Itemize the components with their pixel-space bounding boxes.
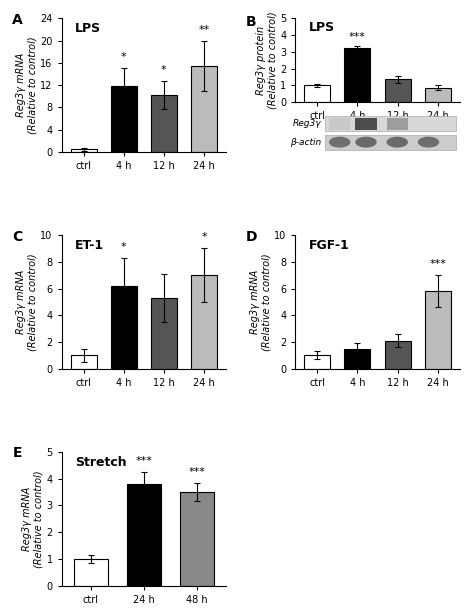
Bar [111, 286, 137, 369]
Bar [304, 356, 330, 369]
Bar [71, 149, 97, 152]
Text: C: C [12, 230, 22, 244]
Bar [384, 341, 410, 369]
Bar [384, 79, 410, 102]
Bar [356, 118, 377, 130]
Y-axis label: Reg3γ mRNA
(Relative to control): Reg3γ mRNA (Relative to control) [250, 253, 271, 351]
Text: Stretch: Stretch [75, 456, 127, 469]
Text: ***: *** [189, 467, 205, 476]
Bar [425, 88, 451, 102]
Bar [191, 275, 217, 369]
Text: ***: *** [429, 259, 446, 269]
Ellipse shape [329, 137, 350, 148]
Bar [73, 559, 108, 586]
Bar [418, 118, 439, 130]
Text: β-actin: β-actin [291, 138, 321, 147]
Text: *: * [121, 52, 127, 62]
Bar [345, 349, 371, 369]
Bar [111, 86, 137, 152]
Text: Reg3γ: Reg3γ [293, 119, 321, 128]
Bar [325, 135, 456, 149]
Text: **: ** [199, 24, 210, 35]
Text: D: D [246, 230, 257, 244]
Text: ET-1: ET-1 [75, 239, 104, 252]
Text: FGF-1: FGF-1 [309, 239, 349, 252]
Bar [325, 116, 456, 131]
Bar [127, 484, 161, 586]
Bar [345, 48, 371, 102]
Ellipse shape [356, 137, 377, 148]
Y-axis label: Reg3γ mRNA
(Relative to control): Reg3γ mRNA (Relative to control) [16, 253, 37, 351]
Y-axis label: Reg3γ mRNA
(Relative to control): Reg3γ mRNA (Relative to control) [22, 470, 44, 567]
Text: *: * [121, 242, 127, 252]
Bar [387, 118, 408, 130]
Ellipse shape [418, 137, 439, 148]
Bar [180, 492, 214, 586]
Bar [425, 291, 451, 369]
Y-axis label: Reg3γ protein
(Relative to control): Reg3γ protein (Relative to control) [255, 12, 277, 109]
Text: ***: *** [349, 32, 366, 42]
Bar [151, 95, 177, 152]
Y-axis label: Reg3γ mRNA
(Relative to control): Reg3γ mRNA (Relative to control) [16, 37, 37, 134]
Text: *: * [201, 232, 207, 242]
Bar [151, 298, 177, 369]
Text: LPS: LPS [309, 21, 335, 34]
Text: E: E [12, 447, 22, 461]
Text: LPS: LPS [75, 23, 101, 35]
Text: *: * [161, 65, 167, 74]
Ellipse shape [387, 137, 408, 148]
Text: B: B [246, 15, 256, 29]
Text: A: A [12, 13, 23, 27]
Bar [329, 118, 350, 130]
Bar [191, 66, 217, 152]
Text: ***: *** [136, 456, 152, 466]
Bar [304, 85, 330, 102]
Bar [71, 356, 97, 369]
